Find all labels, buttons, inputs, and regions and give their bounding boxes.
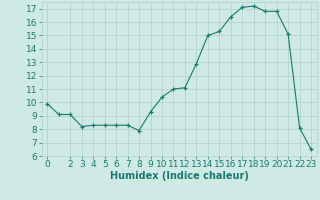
X-axis label: Humidex (Indice chaleur): Humidex (Indice chaleur) [110, 171, 249, 181]
